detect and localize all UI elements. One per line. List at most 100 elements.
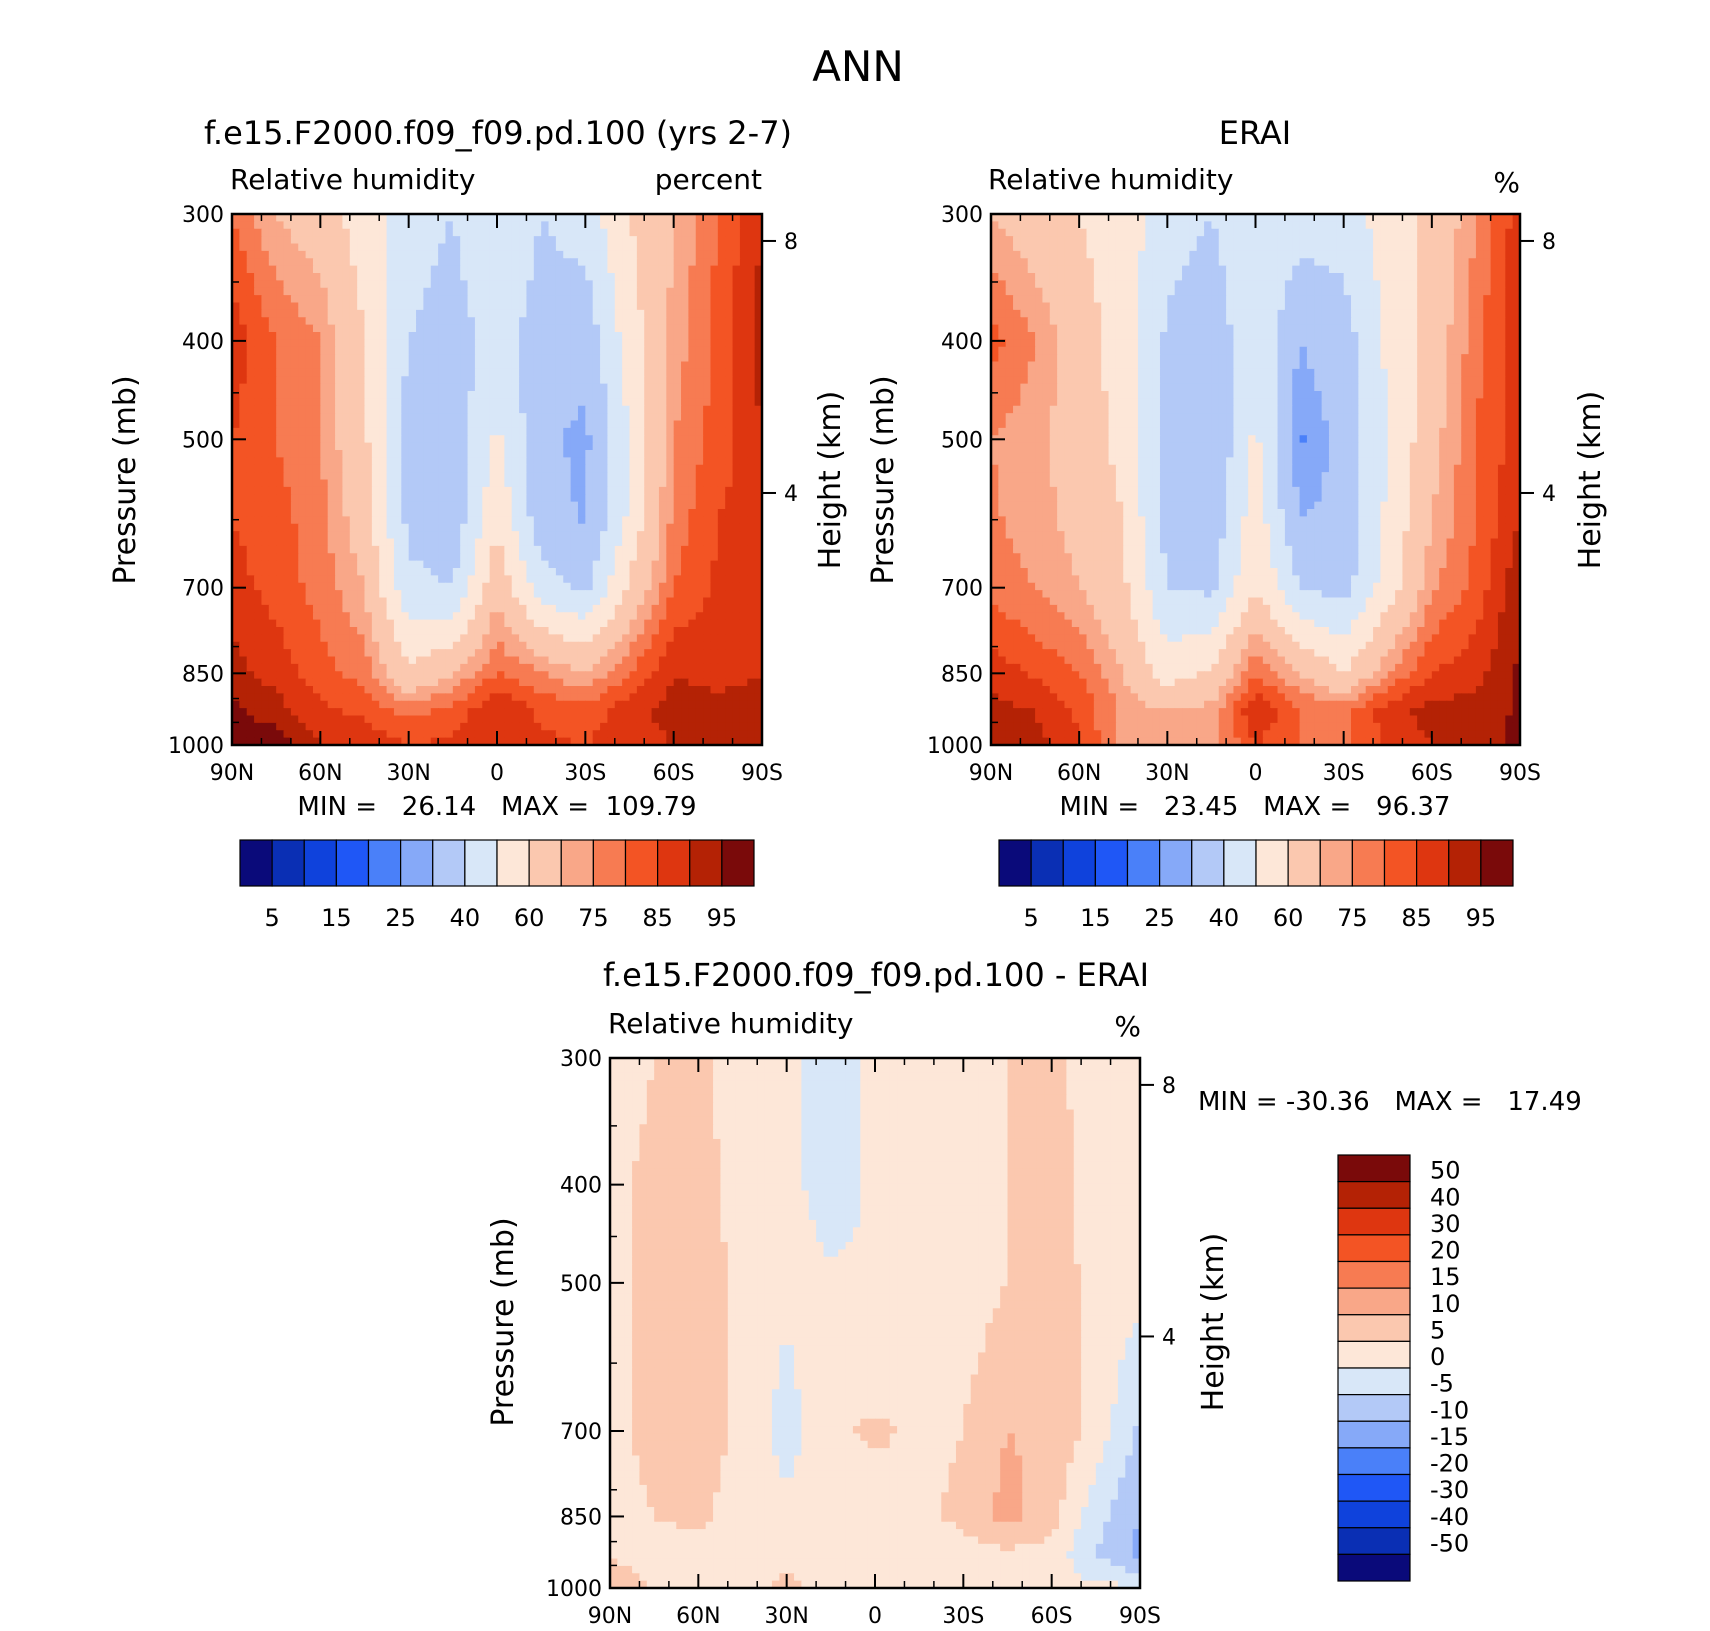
contour-cell — [445, 265, 454, 274]
contour-cell — [732, 575, 741, 584]
contour-cell — [570, 516, 579, 525]
contour-cell — [342, 280, 351, 289]
contour-cell — [681, 531, 689, 540]
contour-cell — [460, 553, 469, 562]
contour-cell — [452, 575, 461, 584]
contour-cell — [710, 538, 719, 547]
contour-cell — [725, 295, 734, 304]
contour-cell — [430, 398, 439, 407]
contour-cell — [636, 332, 645, 340]
contour-cell — [636, 538, 645, 547]
contour-cell — [452, 590, 461, 599]
contour-cell — [497, 324, 505, 333]
contour-cell — [342, 236, 351, 245]
contour-cell — [320, 523, 329, 532]
contour-cell — [423, 634, 432, 643]
contour-cell — [511, 280, 520, 289]
contour-cell — [393, 619, 402, 628]
contour-cell — [246, 538, 255, 547]
contour-cell — [239, 368, 248, 377]
contour-cell — [563, 287, 572, 296]
contour-cell — [386, 383, 395, 392]
contour-cell — [533, 427, 542, 436]
contour-cell — [703, 671, 712, 680]
contour-cell — [327, 464, 336, 473]
contour-cell — [732, 228, 741, 237]
contour-cell — [239, 545, 248, 554]
contour-cell — [327, 722, 336, 731]
contour-cell — [386, 361, 395, 370]
contour-cell — [695, 597, 704, 606]
contour-cell — [607, 427, 616, 436]
contour-cell — [276, 509, 285, 517]
contour-cell — [393, 457, 402, 466]
contour-cell — [519, 612, 528, 621]
contour-cell — [335, 678, 344, 687]
contour-cell — [327, 686, 336, 694]
contour-cell — [497, 391, 505, 399]
contour-cell — [254, 464, 263, 473]
contour-cell — [416, 479, 424, 488]
contour-cell — [283, 391, 292, 399]
contour-cell — [533, 494, 542, 503]
contour-cell — [570, 339, 579, 348]
contour-cell — [364, 693, 373, 702]
contour-cell — [232, 509, 240, 517]
contour-cell — [725, 221, 734, 230]
contour-cell — [489, 250, 498, 259]
contour-cell — [452, 604, 461, 613]
contour-cell — [430, 391, 439, 399]
contour-cell — [688, 383, 697, 392]
contour-cell — [371, 280, 380, 289]
contour-cell — [320, 700, 329, 709]
contour-cell — [607, 590, 616, 599]
contour-cell — [268, 560, 277, 569]
contour-cell — [754, 427, 762, 436]
contour-cell — [695, 324, 704, 333]
contour-cell — [563, 368, 572, 377]
contour-cell — [312, 538, 321, 547]
contour-cell — [438, 678, 447, 687]
contour-cell — [489, 634, 498, 643]
contour-cell — [452, 472, 461, 481]
contour-cell — [747, 715, 756, 724]
contour-cell — [320, 509, 329, 517]
contour-cell — [283, 317, 292, 326]
contour-cell — [276, 332, 285, 340]
contour-cell — [261, 243, 270, 252]
contour-cell — [629, 612, 638, 621]
contour-cell — [232, 700, 240, 709]
contour-cell — [268, 641, 277, 650]
contour-cell — [261, 398, 270, 407]
contour-cell — [504, 258, 513, 267]
contour-cell — [526, 501, 535, 510]
contour-cell — [666, 590, 675, 599]
contour-cell — [460, 435, 469, 444]
panel-model: f.e15.F2000.f09_f09.pd.100 (yrs 2-7) Rel… — [108, 114, 848, 932]
contour-cell — [268, 590, 277, 599]
contour-cell — [681, 265, 689, 274]
contour-cell — [393, 324, 402, 333]
contour-cell — [401, 553, 410, 562]
contour-cell — [717, 317, 726, 326]
contour-cell — [467, 339, 476, 348]
contour-cell — [349, 671, 358, 680]
contour-cell — [717, 405, 726, 414]
contour-cell — [349, 354, 358, 363]
contour-cell — [239, 464, 248, 473]
contour-cell — [577, 228, 586, 237]
contour-cell — [246, 700, 255, 709]
contour-cell — [614, 280, 623, 289]
contour-cell — [673, 346, 682, 355]
contour-cell — [732, 317, 741, 326]
contour-cell — [386, 486, 395, 495]
contour-cell — [673, 619, 682, 628]
contour-cell — [445, 250, 454, 259]
contour-cell — [695, 287, 704, 296]
contour-cell — [577, 501, 586, 510]
contour-cell — [592, 612, 601, 621]
contour-cell — [379, 398, 388, 407]
contour-cell — [511, 472, 520, 481]
contour-cell — [710, 516, 719, 525]
contour-cell — [261, 708, 270, 717]
